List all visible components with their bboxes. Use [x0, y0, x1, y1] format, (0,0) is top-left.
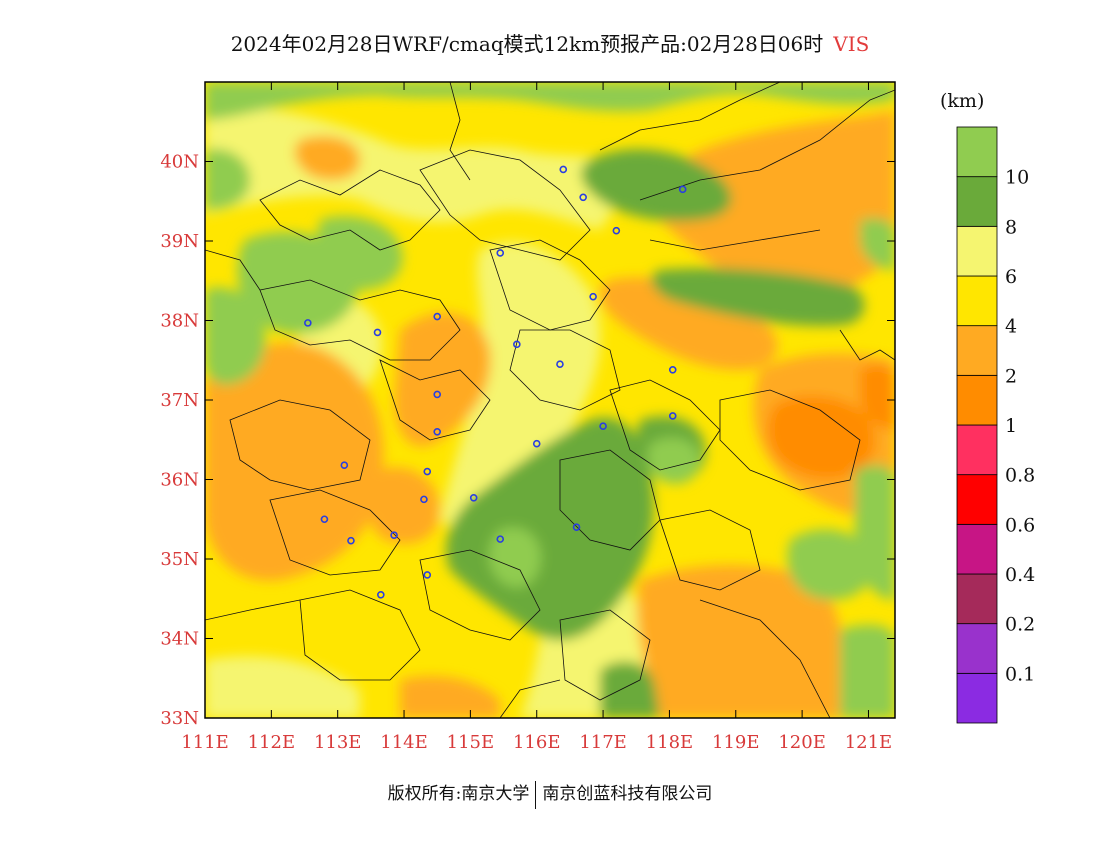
colorbar-bin [956, 275, 998, 327]
city-marker [390, 531, 398, 539]
colorbar-bin [956, 325, 998, 376]
lon-label: 112E [248, 732, 296, 753]
city-marker [612, 226, 621, 235]
city-markers [304, 165, 687, 599]
city-marker [589, 292, 597, 301]
lat-label: 35N [160, 549, 199, 570]
title-variable: VIS [833, 32, 870, 56]
colorbar-bin [956, 573, 998, 625]
lon-label: 120E [778, 732, 826, 753]
colorbar-label: 0.4 [1005, 564, 1035, 586]
colorbar-bin [956, 474, 998, 525]
lat-label: 37N [160, 390, 199, 411]
footer-right: 南京创蓝科技有限公司 [542, 784, 713, 804]
city-marker [599, 422, 607, 431]
lat-label: 40N [160, 152, 199, 173]
lat-label: 36N [160, 470, 199, 491]
colorbar-unit: (km) [940, 90, 985, 112]
city-marker [433, 312, 442, 321]
longitude-labels: 111E 112E 113E 114E 115E 116E 117E 118E 119E 120E… [181, 732, 892, 753]
city-marker [556, 360, 564, 369]
lon-label: 121E [845, 732, 893, 753]
colorbar-bin [956, 424, 998, 476]
city-marker [496, 535, 505, 543]
lon-label: 116E [513, 732, 561, 753]
map-title: 2024年02月28日WRF/cmaq模式12km预报产品:02月28日06时 V… [0, 28, 1100, 57]
colorbar-label: 10 [1005, 167, 1029, 189]
colorbar-bin [956, 523, 998, 575]
city-marker [668, 365, 677, 374]
city-marker [304, 319, 312, 327]
city-marker [572, 523, 581, 532]
colorbar-label: 6 [1005, 266, 1017, 288]
colorbar-bin [956, 672, 998, 724]
city-marker [532, 439, 541, 448]
lon-label: 113E [314, 732, 362, 753]
colorbar-label: 1 [1005, 415, 1017, 437]
lat-label: 38N [160, 311, 199, 332]
axis-ticks [204, 82, 895, 719]
colorbar-bin [956, 225, 998, 277]
copyright-footer: 版权所有:南京大学 南京创蓝科技有限公司 [0, 779, 1100, 809]
colorbar-bin [956, 374, 998, 426]
colorbar-label: 2 [1005, 365, 1017, 387]
lon-label: 114E [380, 732, 428, 753]
city-marker [423, 571, 432, 579]
colorbar-label: 0.8 [1005, 465, 1035, 487]
lon-label: 117E [579, 732, 627, 753]
title-main: 2024年02月28日WRF/cmaq模式12km预报产品:02月28日06时 [230, 32, 824, 56]
city-marker [513, 340, 521, 349]
city-marker [433, 390, 442, 399]
lat-label: 39N [160, 231, 199, 252]
city-marker [320, 515, 329, 524]
city-marker [423, 467, 432, 476]
footer-left: 版权所有:南京大学 [387, 784, 530, 804]
city-marker [373, 328, 382, 337]
footer-separator [535, 780, 537, 809]
city-marker [433, 427, 442, 436]
city-marker [496, 249, 505, 257]
city-marker [469, 493, 478, 502]
lon-label: 111E [181, 732, 229, 753]
lon-label: 119E [712, 732, 760, 753]
city-marker [559, 165, 568, 174]
latitude-labels: 40N 39N 38N 37N 36N 35N 34N 33N [160, 152, 199, 730]
lat-label: 33N [160, 708, 199, 729]
visibility-field [205, 82, 895, 718]
lat-label: 34N [160, 629, 199, 650]
city-marker [678, 185, 687, 194]
colorbar-label: 0.1 [1005, 663, 1035, 685]
city-marker [579, 193, 587, 202]
colorbar-label: 0.2 [1005, 614, 1035, 636]
colorbar-bin [956, 623, 998, 674]
colorbar [956, 126, 998, 724]
city-marker [347, 536, 355, 545]
city-marker [377, 590, 385, 599]
colorbar-bin [956, 126, 998, 178]
colorbar-label: 8 [1005, 216, 1017, 238]
city-marker [420, 495, 428, 504]
colorbar-label: 4 [1005, 316, 1017, 338]
city-marker [340, 461, 349, 469]
lon-label: 115E [447, 732, 495, 753]
city-marker [668, 412, 677, 420]
colorbar-labels: 0.1 0.2 0.4 0.6 0.8 1 2 4 6 8 10 [1005, 167, 1035, 686]
colorbar-bin [956, 176, 998, 227]
colorbar-label: 0.6 [1005, 514, 1035, 536]
boundaries [205, 82, 895, 718]
lon-label: 118E [646, 732, 694, 753]
